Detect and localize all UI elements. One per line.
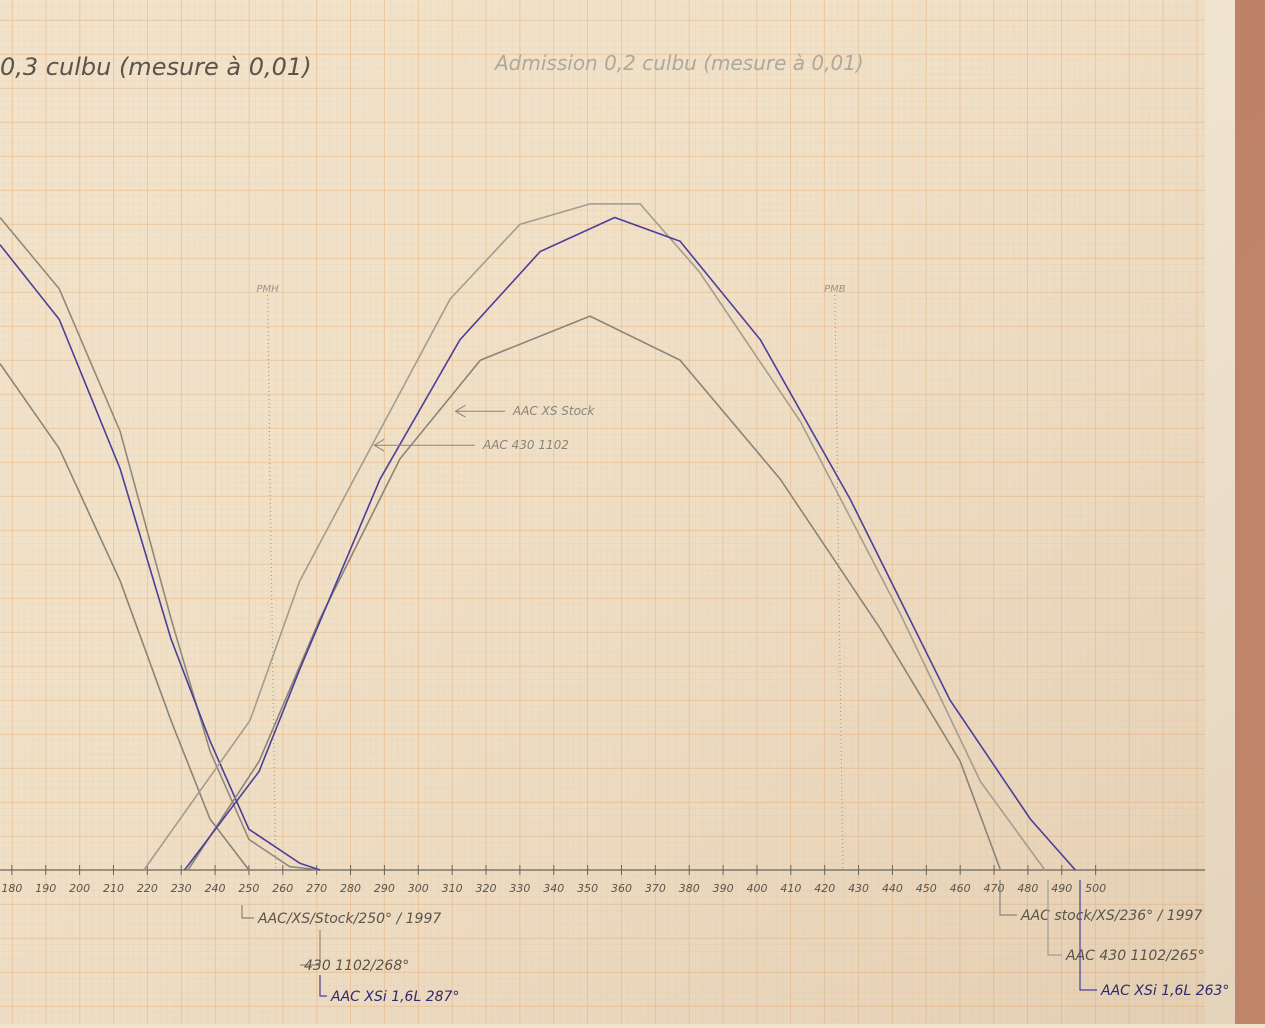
x-tick-label: 330 bbox=[509, 882, 530, 895]
curve-label: AAC XSi 1,6L 263° bbox=[1100, 983, 1229, 999]
curve bbox=[0, 216, 321, 871]
x-tick-label: 310 bbox=[442, 882, 463, 895]
curve bbox=[0, 244, 321, 871]
x-tick-label: 500 bbox=[1085, 882, 1106, 895]
x-tick-label: 470 bbox=[984, 882, 1005, 895]
curve bbox=[143, 203, 1046, 871]
x-tick-label: 240 bbox=[205, 882, 226, 895]
x-tick-label: 390 bbox=[713, 882, 734, 895]
label-pointer bbox=[1047, 880, 1062, 956]
x-tick-label: 320 bbox=[476, 882, 497, 895]
x-tick-label: 190 bbox=[35, 882, 56, 895]
label-pointer bbox=[319, 975, 327, 997]
label-pointer bbox=[241, 905, 254, 919]
x-tick-label: 250 bbox=[238, 882, 259, 895]
curve-label: 430 1102/268° bbox=[304, 958, 409, 974]
curve-label: AAC XSi 1,6L 287° bbox=[330, 989, 459, 1005]
x-tick-label: 450 bbox=[916, 882, 937, 895]
x-tick-label: 270 bbox=[306, 882, 327, 895]
x-tick-label: 420 bbox=[814, 882, 835, 895]
x-tick-label: 300 bbox=[408, 882, 429, 895]
x-tick-label: 460 bbox=[950, 882, 971, 895]
x-tick-label: 490 bbox=[1051, 882, 1072, 895]
annotation-label: AAC 430 1102 bbox=[482, 438, 569, 452]
x-tick-label: 410 bbox=[780, 882, 801, 895]
x-tick-label: 200 bbox=[69, 882, 90, 895]
curve-label: AAC 430 1102/265° bbox=[1065, 948, 1205, 964]
x-tick-label: 400 bbox=[746, 882, 767, 895]
x-tick-label: 260 bbox=[272, 882, 293, 895]
x-tick-label: 480 bbox=[1017, 882, 1038, 895]
curve-label: AAC stock/XS/236° / 1997 bbox=[1020, 908, 1203, 924]
exhaust-title: 0,3 culbu (mesure à 0,01) bbox=[0, 53, 312, 81]
annotation-arrow bbox=[454, 404, 505, 418]
curve-label: AAC/XS/Stock/250° / 1997 bbox=[257, 911, 441, 927]
reference-label: PMB bbox=[824, 284, 846, 295]
label-pointer bbox=[300, 930, 321, 966]
curve bbox=[187, 315, 1002, 871]
annotation-arrow bbox=[373, 438, 475, 452]
x-tick-label: 230 bbox=[171, 882, 192, 895]
x-tick-label: 370 bbox=[645, 882, 666, 895]
x-tick-label: 220 bbox=[137, 882, 158, 895]
reference-label: PMH bbox=[256, 284, 279, 295]
x-tick-label: 430 bbox=[848, 882, 869, 895]
x-tick-label: 280 bbox=[340, 882, 361, 895]
annotation-label: AAC XS Stock bbox=[512, 404, 596, 418]
x-tick-label: 360 bbox=[611, 882, 632, 895]
label-pointer bbox=[1079, 880, 1097, 991]
x-tick-label: 210 bbox=[103, 882, 124, 895]
curve bbox=[183, 216, 1076, 871]
x-tick-label: 340 bbox=[543, 882, 564, 895]
intake-title: Admission 0,2 culbu (mesure à 0,01) bbox=[493, 51, 864, 75]
x-tick-label: 440 bbox=[882, 882, 903, 895]
x-tick-label: 290 bbox=[374, 882, 395, 895]
x-tick-label: 350 bbox=[577, 882, 598, 895]
x-tick-label: 380 bbox=[679, 882, 700, 895]
x-tick-label: 180 bbox=[1, 882, 22, 895]
label-pointer bbox=[999, 880, 1017, 916]
